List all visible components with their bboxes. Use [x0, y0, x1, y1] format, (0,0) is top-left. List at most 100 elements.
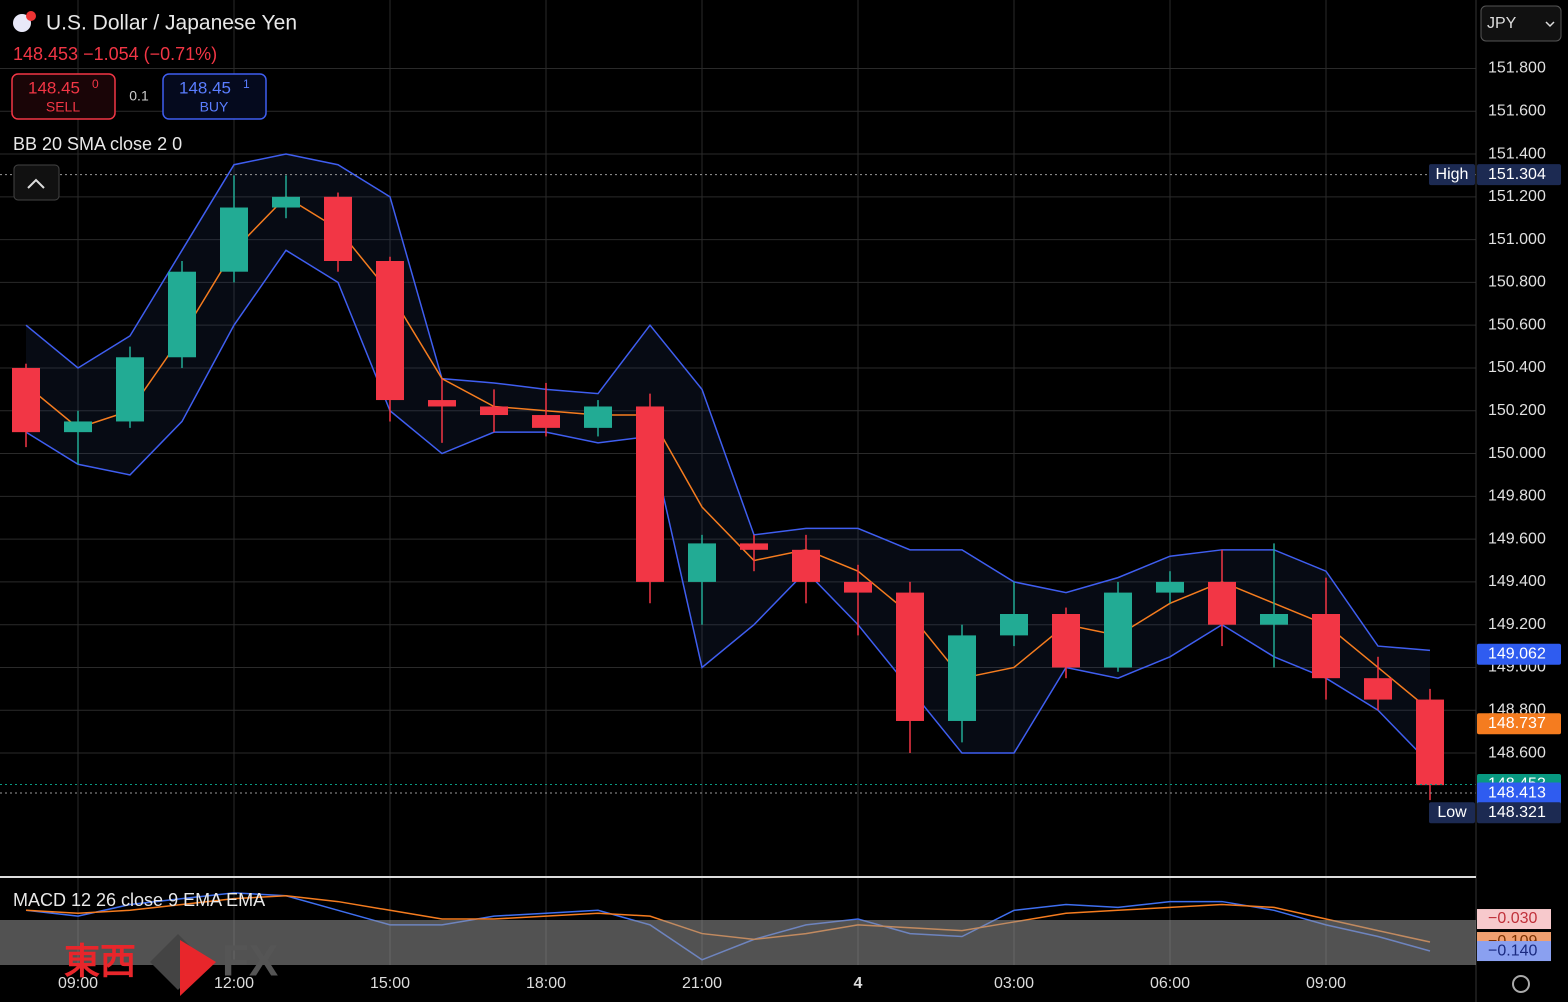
x-tick-label: 09:00: [1306, 975, 1346, 992]
dropdown-arrow: [1545, 21, 1555, 28]
macd-tag: [1477, 909, 1551, 930]
candle-body: [64, 421, 92, 433]
candle-body: [272, 196, 300, 208]
candle-body: [688, 543, 716, 582]
y-tick-label: 149.400: [1488, 573, 1546, 590]
symbol-title: U.S. Dollar / Japanese Yen: [46, 12, 297, 35]
candle-body: [740, 543, 768, 550]
settings-icon[interactable]: [1512, 975, 1530, 993]
candle-body: [1156, 581, 1184, 593]
price-tag-value: 148.413: [1488, 784, 1546, 801]
x-tick-label: 12:00: [214, 975, 254, 992]
band-line: [25, 249, 1431, 765]
buy-price-sup: 1: [243, 77, 250, 91]
candle-body: [1104, 592, 1132, 668]
candle-body: [948, 635, 976, 721]
candle-body: [1416, 699, 1444, 786]
macd-tag-value: −0.030: [1488, 910, 1537, 927]
x-tick-label: 06:00: [1150, 975, 1190, 992]
y-tick-label: 151.000: [1488, 231, 1546, 248]
y-tick-label: 148.600: [1488, 744, 1546, 761]
price-tag-label-box: [1429, 164, 1475, 186]
indicator-label: BB 20 SMA close 2 0: [13, 134, 182, 154]
macd-label: MACD 12 26 close 9 EMA EMA: [13, 890, 265, 910]
candle-body: [1000, 613, 1028, 636]
sell-price-sup: 0: [92, 77, 99, 91]
x-tick-label: 09:00: [58, 975, 98, 992]
y-tick-label: 150.800: [1488, 274, 1546, 291]
price-tag-label: High: [1436, 166, 1469, 183]
candle-body: [168, 271, 196, 358]
candle-body: [376, 261, 404, 401]
currency-dropdown[interactable]: [1480, 5, 1562, 42]
y-tick-label: 149.800: [1488, 488, 1546, 505]
y-tick-label: 150.000: [1488, 445, 1546, 462]
price-tag: [1477, 713, 1561, 735]
candle-body: [896, 592, 924, 721]
candle-body: [1312, 613, 1340, 679]
price-tag: [1477, 643, 1561, 665]
x-tick-label: 03:00: [994, 975, 1034, 992]
grid: [0, 0, 1476, 965]
y-tick-label: 150.200: [1488, 402, 1546, 419]
price-tag-label-box: [1429, 802, 1475, 824]
candle-body: [792, 549, 820, 582]
price-tag: [1477, 164, 1561, 186]
sell-label: SELL: [46, 99, 80, 115]
flag-icon: [26, 11, 36, 21]
candle-body: [1364, 678, 1392, 700]
y-tick-label: 151.600: [1488, 102, 1546, 119]
price-tag-label: Low: [1437, 804, 1467, 821]
macd-tag: [1477, 941, 1551, 962]
candle-body: [844, 581, 872, 593]
candle-body: [324, 196, 352, 262]
y-tick-label: 150.600: [1488, 316, 1546, 333]
x-tick-label: 15:00: [370, 975, 410, 992]
y-tick-label: 149.200: [1488, 616, 1546, 633]
y-tick-label: 149.600: [1488, 530, 1546, 547]
buy-price: 148.45: [179, 78, 231, 97]
price-tag-value: 151.304: [1488, 166, 1546, 183]
buy-button[interactable]: [162, 73, 267, 120]
bottom-overlay: [0, 920, 1476, 965]
band-line: [25, 195, 1431, 711]
candle-body: [1260, 613, 1288, 625]
candle-body: [116, 357, 144, 422]
x-tick-label: 21:00: [682, 975, 722, 992]
flag-icon: [13, 14, 31, 32]
watermark: FX: [222, 937, 278, 986]
order-size[interactable]: 0.1: [129, 88, 149, 104]
candle-body: [636, 406, 664, 582]
overlay: U.S. Dollar / Japanese Yen 148.453 −1.05…: [11, 5, 1562, 910]
y-tick-label: 151.200: [1488, 188, 1546, 205]
sell-button[interactable]: [11, 73, 116, 120]
candle-body: [428, 400, 456, 407]
band-line: [25, 153, 1431, 652]
candle-body: [12, 367, 40, 433]
y-tick-label: 150.400: [1488, 359, 1546, 376]
quote: 148.453 −1.054 (−0.71%): [13, 44, 217, 64]
plot: [0, 153, 1476, 961]
candle-body: [1208, 581, 1236, 625]
buy-label: BUY: [200, 99, 229, 115]
candle-body: [220, 207, 248, 272]
x-tick-label: 18:00: [526, 975, 566, 992]
candle-body: [532, 415, 560, 428]
candle-body: [1052, 613, 1080, 668]
price-tag-value: 148.737: [1488, 715, 1546, 732]
sell-price: 148.45: [28, 78, 80, 97]
candle-body: [480, 406, 508, 416]
x-tick-label: 4: [854, 975, 863, 992]
price-tag-value: 148.321: [1488, 804, 1546, 821]
y-tick-label: 151.400: [1488, 145, 1546, 162]
collapse-button[interactable]: [13, 164, 60, 201]
candle-body: [584, 406, 612, 428]
y-tick-label: 151.800: [1488, 60, 1546, 77]
chevron-icon: [27, 178, 45, 189]
watermark-logo: [180, 940, 216, 996]
watermark: 東西: [64, 941, 136, 982]
currency: JPY: [1487, 15, 1517, 32]
price-tag-value: 149.062: [1488, 645, 1546, 662]
